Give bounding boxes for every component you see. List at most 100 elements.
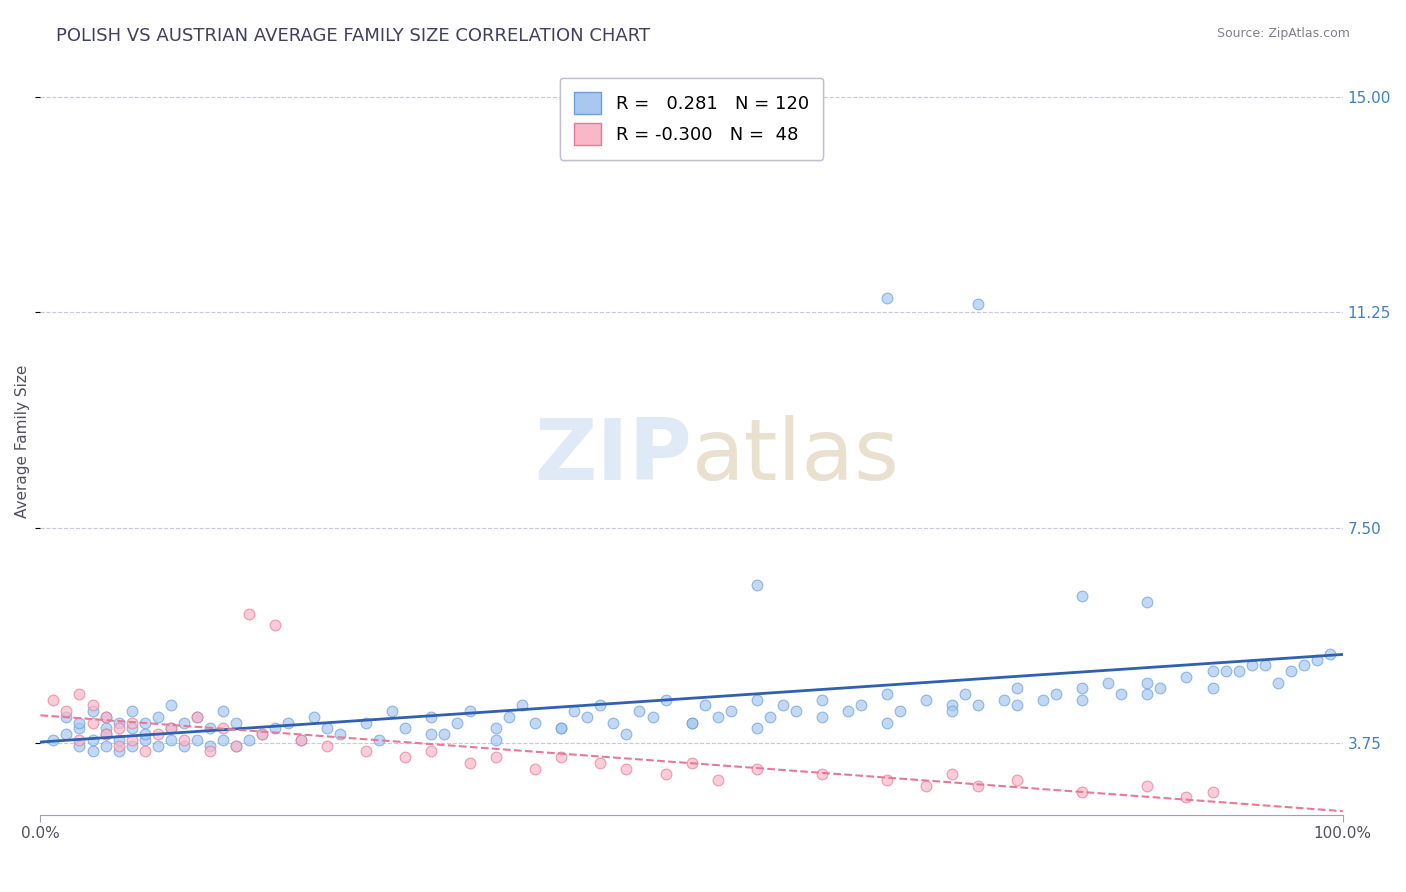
Austrians [550,750,572,764]
Poles [772,698,794,713]
Poles [134,715,156,730]
Poles [1045,687,1067,701]
Poles [1071,590,1094,604]
Poles [198,722,221,736]
Poles [1292,658,1315,673]
Poles [1149,681,1171,696]
Poles [576,710,599,724]
Austrians [316,739,339,753]
Austrians [82,715,104,730]
Poles [368,733,391,747]
Poles [876,687,898,701]
Poles [82,704,104,718]
Poles [134,727,156,741]
Austrians [354,744,377,758]
Poles [211,704,233,718]
Poles [498,710,520,724]
Poles [485,733,508,747]
Poles [641,710,664,724]
Poles [1005,681,1028,696]
Poles [302,710,325,724]
Poles [225,739,247,753]
Poles [263,722,285,736]
Poles [69,722,91,736]
Poles [381,704,404,718]
Poles [1005,698,1028,713]
Poles [485,722,508,736]
Poles [915,692,938,706]
Poles [1279,664,1302,678]
Poles [420,727,443,741]
Poles [394,722,416,736]
Poles [889,704,911,718]
Poles [1240,658,1263,673]
Poles [785,704,807,718]
Poles [758,710,780,724]
Poles [94,710,117,724]
Austrians [290,733,312,747]
Poles [69,715,91,730]
Poles [1071,681,1094,696]
Poles [602,715,624,730]
Poles [706,710,728,724]
Poles [1071,692,1094,706]
Poles [941,704,963,718]
Austrians [250,727,273,741]
Poles [745,578,768,592]
Poles [1136,595,1159,609]
Poles [1319,647,1341,661]
Poles [186,733,208,747]
Poles [876,291,898,305]
Poles [510,698,533,713]
Austrians [121,733,143,747]
Poles [1215,664,1237,678]
Austrians [238,607,260,621]
Poles [316,722,339,736]
Poles [69,739,91,753]
Poles [277,715,299,730]
Poles [953,687,976,701]
Austrians [159,722,181,736]
Austrians [681,756,703,770]
Austrians [420,744,443,758]
Austrians [134,744,156,758]
Austrians [967,779,990,793]
Poles [446,715,468,730]
Poles [1136,687,1159,701]
Poles [159,698,181,713]
Poles [433,727,456,741]
Poles [616,727,638,741]
Austrians [1136,779,1159,793]
Poles [121,704,143,718]
Austrians [146,727,169,741]
Text: atlas: atlas [692,415,900,498]
Poles [550,722,572,736]
Austrians [69,687,91,701]
Austrians [811,767,834,781]
Poles [238,733,260,747]
Poles [681,715,703,730]
Text: POLISH VS AUSTRIAN AVERAGE FAMILY SIZE CORRELATION CHART: POLISH VS AUSTRIAN AVERAGE FAMILY SIZE C… [56,27,651,45]
Austrians [654,767,676,781]
Poles [94,722,117,736]
Austrians [589,756,612,770]
Poles [121,722,143,736]
Poles [159,733,181,747]
Austrians [394,750,416,764]
Poles [1227,664,1250,678]
Poles [121,739,143,753]
Austrians [121,715,143,730]
Poles [1267,675,1289,690]
Poles [1201,664,1223,678]
Austrians [55,704,77,718]
Legend: R =   0.281   N = 120, R = -0.300   N =  48: R = 0.281 N = 120, R = -0.300 N = 48 [560,78,824,160]
Poles [1032,692,1054,706]
Austrians [211,722,233,736]
Poles [94,727,117,741]
Poles [876,715,898,730]
Text: Source: ZipAtlas.com: Source: ZipAtlas.com [1216,27,1350,40]
Poles [107,744,129,758]
Text: ZIP: ZIP [534,415,692,498]
Poles [1175,670,1198,684]
Austrians [94,710,117,724]
